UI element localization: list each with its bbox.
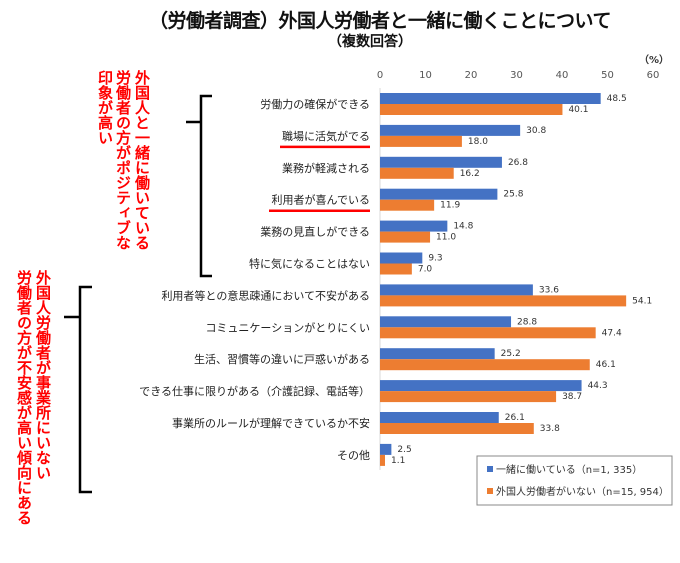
legend-label-series-2: 外国人労働者がいない（n=15, 954） (496, 485, 669, 498)
bar-series-1 (380, 93, 601, 104)
chart-title: （労働者調査）外国人労働者と一緒に働くことについて (149, 10, 611, 32)
data-label-series-2: 11.0 (436, 233, 456, 243)
category-label: 利用者が喜んでいる (272, 193, 370, 207)
data-label-series-2: 18.0 (468, 137, 488, 147)
category-label: その他 (337, 449, 370, 462)
bar-series-1 (380, 348, 495, 360)
annotation-1-line-3: 印象が高い (96, 70, 114, 145)
chart-subtitle: （複数回答） (328, 34, 412, 50)
x-tick-label: 30 (510, 70, 523, 81)
data-label-series-1: 28.8 (517, 317, 537, 327)
x-tick-label: 20 (465, 70, 478, 81)
bar-series-1 (380, 284, 533, 296)
data-label-series-1: 25.8 (503, 190, 523, 200)
bar-series-1 (380, 124, 521, 136)
data-label-series-2: 1.1 (391, 456, 405, 466)
bar-series-2 (380, 423, 534, 434)
bar-series-2 (380, 327, 596, 339)
bar-series-1 (380, 156, 502, 168)
annotation-2-line-1: 外国人労働者が事業所にいない (34, 270, 52, 480)
legend-swatch-series-2 (487, 488, 493, 494)
data-label-series-1: 26.1 (505, 413, 525, 423)
data-label-series-2: 46.1 (596, 360, 616, 370)
data-label-series-1: 33.6 (539, 285, 559, 295)
bar-series-2 (380, 231, 431, 243)
data-label-series-2: 47.4 (602, 328, 622, 338)
annotation-1-line-2: 労働者の方がポジティブな (114, 70, 132, 250)
legend-label-series-1: 一緒に働いている（n=1, 335） (496, 463, 642, 476)
data-label-series-1: 26.8 (508, 158, 528, 168)
data-label-series-2: 7.0 (418, 265, 433, 275)
bar-series-1 (380, 316, 512, 328)
bracket-positive (186, 94, 212, 278)
data-label-series-1: 14.8 (453, 222, 473, 232)
data-label-series-2: 16.2 (460, 169, 480, 179)
x-tick-label: 40 (556, 70, 569, 81)
category-label: 業務が軽減される (282, 161, 370, 175)
bar-series-1 (380, 220, 448, 232)
bar-series-1 (380, 188, 498, 200)
bar-series-2 (380, 104, 563, 115)
data-label-series-2: 54.1 (632, 296, 652, 306)
category-label: コミュニケーションがとりにくい (205, 320, 370, 334)
bar-series-2 (380, 199, 435, 211)
category-label: できる仕事に限りがある（介護記録、電話等） (139, 384, 370, 398)
annotation-1-line-1: 外国人と一緒に働いている (133, 70, 151, 250)
category-label: 生活、習慣等の違いに戸惑いがある (194, 352, 370, 366)
data-label-series-2: 38.7 (562, 392, 582, 402)
bar-series-1 (380, 443, 392, 455)
bar-series-1 (380, 412, 499, 423)
bracket-negative (64, 285, 92, 494)
data-label-series-1: 9.3 (428, 254, 442, 264)
bar-series-2 (380, 135, 462, 147)
data-label-series-2: 40.1 (568, 105, 588, 115)
bar-series-1 (380, 252, 423, 264)
bar-series-2 (380, 454, 386, 466)
category-label: 職場に活気がでる (282, 129, 370, 143)
x-tick-label: 10 (419, 70, 432, 81)
data-label-series-1: 48.5 (607, 94, 627, 104)
category-label: 利用者等との意思疎通において不安がある (161, 288, 370, 302)
bar-series-1 (380, 380, 582, 392)
category-label: 労働力の確保ができる (260, 97, 370, 111)
category-label: 業務の見直しができる (260, 225, 370, 239)
bar-series-2 (380, 263, 412, 275)
annotation-2-line-2: 労働者の方が不安感が高い傾向にある (15, 270, 33, 525)
legend-box (476, 455, 673, 506)
x-tick-label: 60 (647, 70, 660, 81)
data-label-series-1: 25.2 (501, 349, 521, 359)
bar-series-2 (380, 391, 557, 403)
legend-swatch-series-1 (487, 466, 493, 472)
category-label: 事業所のルールが理解できているか不安 (172, 416, 370, 430)
data-label-series-1: 44.3 (588, 381, 608, 391)
unit-label: （%） (639, 53, 669, 66)
x-tick-label: 0 (377, 70, 383, 81)
data-label-series-2: 11.9 (440, 201, 460, 211)
bar-series-2 (380, 295, 627, 307)
data-label-series-1: 2.5 (397, 445, 411, 455)
legend: 一緒に働いている（n=1, 335） 外国人労働者がいない（n=15, 954） (476, 455, 673, 506)
bar-series-2 (380, 359, 590, 371)
data-label-series-1: 30.8 (526, 126, 546, 136)
bar-series-2 (380, 167, 454, 179)
x-tick-label: 50 (601, 70, 614, 81)
category-label: 特に気になることはない (249, 257, 370, 271)
data-label-series-2: 33.8 (540, 424, 560, 434)
